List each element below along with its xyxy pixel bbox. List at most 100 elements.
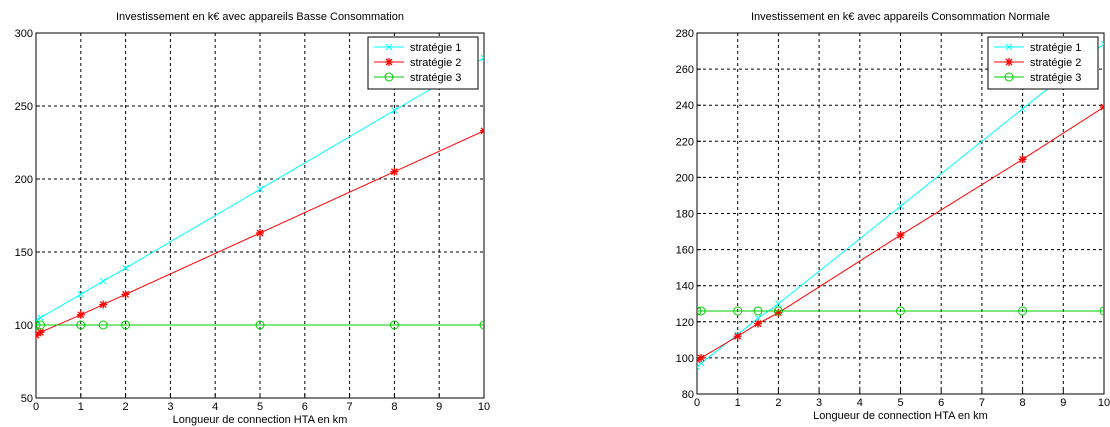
x-tick-label: 2	[123, 401, 129, 413]
data-point	[775, 300, 782, 308]
x-tick-label: 3	[816, 397, 822, 409]
y-tick-label: 200	[15, 174, 33, 186]
x-tick-label: 0	[694, 397, 700, 409]
y-tick-label: 150	[15, 247, 33, 259]
data-point	[98, 320, 108, 330]
data-point	[77, 290, 85, 298]
data-point	[479, 320, 484, 330]
data-point	[1099, 306, 1104, 316]
data-point	[390, 167, 399, 176]
legend: stratégie 1 stratégie 2 stratégie 3	[987, 36, 1099, 90]
legend-entry: stratégie 2	[1030, 57, 1081, 69]
data-point	[773, 306, 783, 316]
y-tick-label: 240	[676, 100, 694, 112]
y-tick-label: 140	[676, 281, 694, 293]
y-tick-label: 250	[15, 101, 33, 113]
legend-marker	[385, 58, 393, 66]
data-point	[733, 332, 742, 341]
data-point	[480, 126, 484, 135]
data-point	[99, 300, 108, 309]
legend-box	[987, 36, 1099, 90]
data-point	[753, 306, 763, 316]
data-point	[36, 317, 40, 324]
y-tick-label: 80	[682, 389, 694, 401]
x-tick-label: 2	[775, 397, 781, 409]
x-tick-label: 7	[979, 397, 985, 409]
data-point	[36, 331, 40, 340]
legend-marker	[1004, 72, 1014, 82]
data-point	[122, 264, 129, 272]
data-point	[37, 314, 44, 322]
y-tick-label: 260	[676, 64, 694, 76]
x-tick-label: 9	[1060, 397, 1066, 409]
x-tick-label: 5	[257, 401, 263, 413]
x-tick-label: 8	[1020, 397, 1026, 409]
y-tick-label: 200	[676, 172, 694, 184]
y-tick-label: 160	[676, 245, 694, 257]
legend-marker	[1005, 43, 1013, 51]
chart-1: 0 1 2 3 4 5 6 7 8 9 10 50 100 150 200 250 300 Investissem…	[15, 11, 490, 426]
data-point	[76, 310, 85, 319]
x-tick-label: 7	[347, 401, 353, 413]
legend: stratégie 1 stratégie 2 stratégie 3	[367, 36, 479, 90]
y-tick-label: 100	[15, 320, 33, 332]
legend-entry: stratégie 2	[410, 57, 461, 69]
x-tick-label: 6	[938, 397, 944, 409]
y-tick-label: 220	[676, 136, 694, 148]
x-tick-label: 0	[33, 401, 39, 413]
data-point	[76, 320, 86, 330]
data-point	[99, 277, 107, 285]
x-tick-label: 9	[436, 401, 442, 413]
data-point	[1019, 105, 1026, 113]
x-tick-label: 10	[1098, 397, 1110, 409]
data-point	[36, 320, 45, 330]
y-tick-label: 180	[676, 209, 694, 221]
data-point	[774, 308, 783, 317]
y-tick-label: 300	[15, 28, 33, 40]
x-tick-label: 5	[897, 397, 903, 409]
data-point	[733, 306, 743, 316]
data-point	[754, 314, 762, 322]
x-tick-label: 4	[212, 401, 218, 413]
data-point	[255, 320, 265, 330]
series-group	[697, 40, 1104, 371]
data-point	[1018, 306, 1028, 316]
series-group	[36, 54, 484, 340]
legend-entry: stratégie 1	[1030, 42, 1081, 54]
legend-entry: stratégie 3	[410, 72, 461, 84]
y-tick-label: 280	[676, 28, 694, 40]
legend-marker	[384, 72, 394, 82]
x-tick-label: 8	[391, 401, 397, 413]
data-point	[1018, 155, 1027, 164]
data-point	[897, 202, 904, 210]
grid	[697, 33, 1104, 394]
data-point	[256, 185, 264, 193]
x-axis-label: Longueur de connection HTA en km	[173, 414, 348, 426]
data-point	[391, 107, 398, 114]
data-point	[36, 320, 41, 330]
data-point	[480, 54, 484, 62]
data-point	[697, 306, 702, 316]
chart-title: Investissement en k€ avec appareils Bass…	[116, 11, 404, 23]
series-line-1	[36, 57, 484, 322]
x-axis-label: Longueur de connection HTA en km	[813, 410, 988, 422]
data-point	[121, 320, 131, 330]
x-tick-label: 1	[735, 397, 741, 409]
data-point	[389, 320, 399, 330]
data-point	[896, 231, 905, 240]
x-tick-label: 6	[302, 401, 308, 413]
data-point	[36, 328, 45, 337]
x-tick-label: 4	[857, 397, 863, 409]
data-point	[1100, 103, 1104, 112]
data-point	[1100, 40, 1104, 48]
data-point	[121, 290, 130, 299]
chart-title: Investissement en k€ avec appareils Cons…	[751, 11, 1050, 23]
legend-marker	[385, 43, 393, 51]
y-tick-label: 50	[21, 393, 33, 405]
data-point	[697, 353, 706, 362]
x-tick-label: 3	[167, 401, 173, 413]
data-point	[754, 319, 763, 328]
series-line-2	[36, 130, 484, 336]
y-tick-label: 100	[676, 353, 694, 365]
